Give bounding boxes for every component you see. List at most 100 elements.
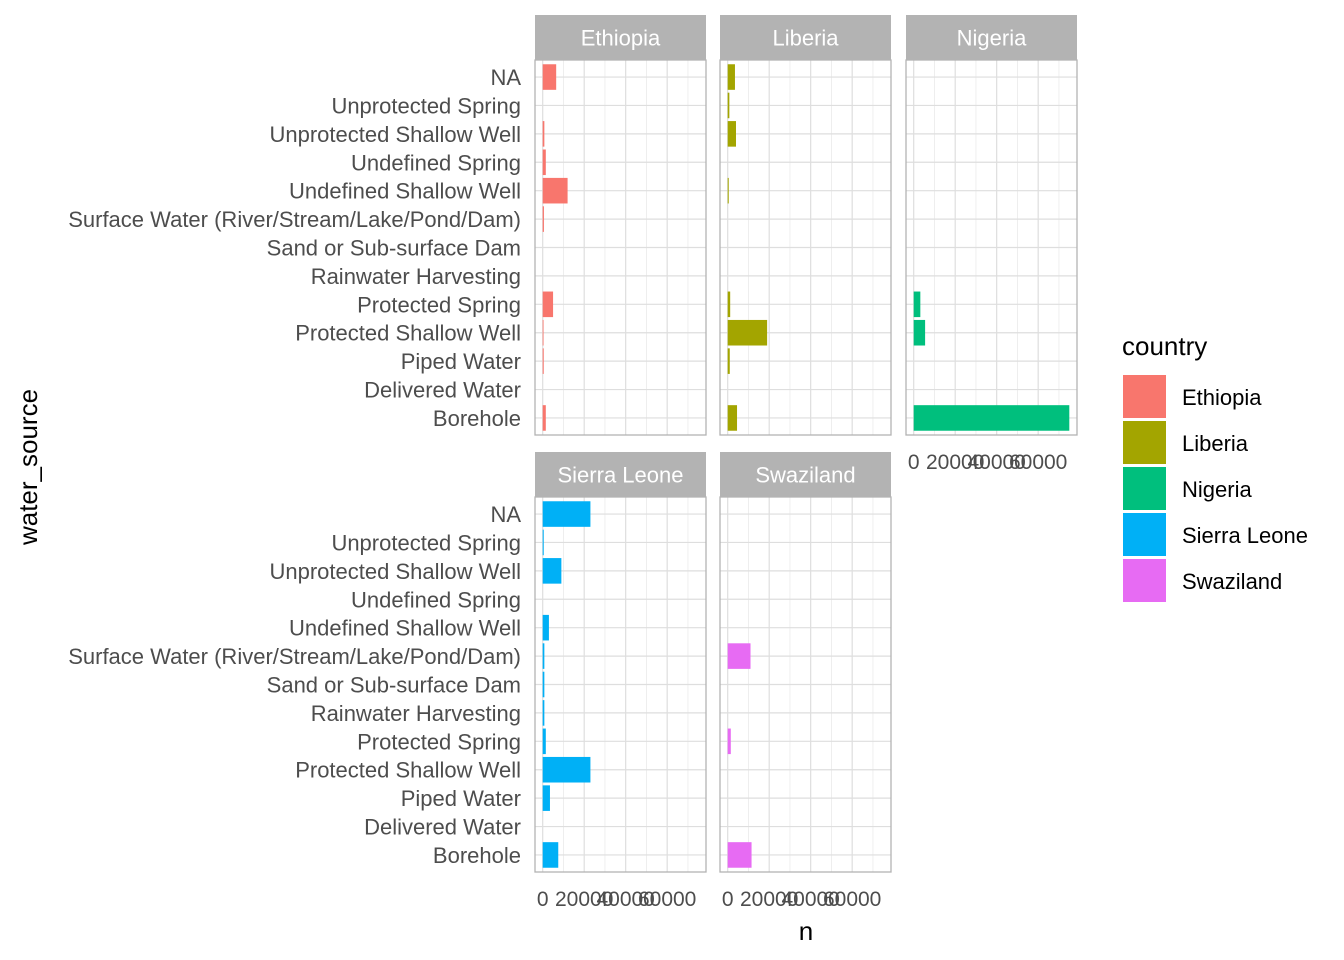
y-tick-label: Unprotected Shallow Well [270,559,522,584]
facet-panels: Ethiopia Borehole Delivered Water Piped Wat… [68,15,1078,911]
panel-border [719,496,892,873]
bar-sierra-leone-unprotected-shallow-well [542,558,562,584]
legend-title: country [1122,331,1207,361]
bar-ethiopia-protected-spring [542,291,554,318]
bar-ethiopia-borehole [542,405,546,431]
bar-sierra-leone-borehole [542,842,559,868]
bar-ethiopia-unprotected-shallow-well [542,121,545,147]
facet-ethiopia: Ethiopia Borehole Delivered Water Piped Wat… [68,15,707,436]
x-tick-label: 20000 [740,888,798,911]
bar-ethiopia-surface-water-river-stream-lake-pond-dam [542,206,544,232]
facet-liberia: Liberia [719,15,892,436]
bar-liberia-na [727,64,735,90]
legend-swatch-nigeria [1123,467,1166,510]
bar-ethiopia-undefined-shallow-well [542,177,568,204]
bar-sierra-leone-unprotected-spring [542,529,544,556]
y-tick-label: Protected Spring [357,729,521,754]
facet-strip-label: Sierra Leone [558,463,684,488]
bar-nigeria-protected-spring [913,291,921,318]
y-tick-label: Unprotected Shallow Well [270,122,522,147]
y-tick-label: Piped Water [401,349,521,374]
bar-liberia-unprotected-shallow-well [727,121,736,147]
y-tick-label: Unprotected Spring [331,93,521,118]
bar-sierra-leone-protected-shallow-well [542,756,591,783]
x-tick-label: 60000 [1009,451,1067,474]
facet-strip [535,452,706,497]
bar-sierra-leone-rainwater-harvesting [542,700,545,726]
facet-strip [535,15,706,60]
legend-swatch-swaziland [1123,559,1166,602]
legend-label-liberia: Liberia [1182,431,1249,456]
x-tick-label: 40000 [596,888,654,911]
y-tick-label: NA [490,65,521,90]
x-tick-label: 40000 [967,451,1025,474]
legend-swatch-liberia [1123,421,1166,464]
bar-liberia-borehole [727,405,738,431]
y-tick-label: Sand or Sub-surface Dam [267,673,521,698]
x-tick-label: 20000 [926,451,984,474]
y-tick-label: Sand or Sub-surface Dam [267,236,521,261]
bar-sierra-leone-piped-water [542,785,550,811]
bar-nigeria-protected-shallow-well [913,319,926,346]
x-tick-label: 20000 [555,888,613,911]
legend-label-ethiopia: Ethiopia [1182,385,1262,410]
bar-swaziland-surface-water-river-stream-lake-pond-dam [727,643,751,669]
bar-ethiopia-protected-shallow-well [542,319,544,346]
facet-sierra-leone: Sierra Leone Borehole Delivered Water Piped… [68,452,707,911]
y-tick-label: Delivered Water [364,378,521,403]
y-tick-label: Piped Water [401,786,521,811]
x-tick-label: 0 [537,888,549,911]
facet-strip-label: Liberia [772,26,839,51]
bar-sierra-leone-na [542,501,591,527]
legend-swatch-ethiopia [1123,375,1166,418]
bar-ethiopia-piped-water [542,348,544,374]
x-axis-title: n [799,916,813,946]
y-tick-label: Surface Water (River/Stream/Lake/Pond/Da… [68,644,521,669]
x-tick-label: 0 [722,888,734,911]
x-tick-label: 40000 [781,888,839,911]
y-tick-label: Borehole [433,843,521,868]
y-tick-label: Borehole [433,406,521,431]
panel-border [719,59,892,436]
legend-label-sierra-leone: Sierra Leone [1182,523,1308,548]
y-tick-label: Delivered Water [364,815,521,840]
bar-liberia-undefined-shallow-well [727,177,729,204]
y-tick-label: NA [490,502,521,527]
bar-nigeria-borehole [913,405,1070,431]
bar-liberia-unprotected-spring [727,92,730,119]
facet-strip-label: Ethiopia [581,26,661,51]
y-tick-label: Protected Shallow Well [295,321,521,346]
y-tick-label: Surface Water (River/Stream/Lake/Pond/Da… [68,207,521,232]
y-tick-label: Unprotected Spring [331,530,521,555]
y-tick-label: Protected Shallow Well [295,758,521,783]
bar-sierra-leone-undefined-shallow-well [542,614,549,641]
x-tick-label: 60000 [823,888,881,911]
facet-strip [906,15,1077,60]
y-tick-label: Rainwater Harvesting [311,701,521,726]
bar-liberia-piped-water [727,348,730,374]
y-tick-label: Undefined Shallow Well [289,616,521,641]
panel-border [905,59,1078,436]
x-tick-label: 60000 [638,888,696,911]
panel-border [534,496,707,873]
y-tick-label: Undefined Spring [351,587,521,612]
bar-sierra-leone-sand-or-sub-surface-dam [542,671,545,698]
bar-liberia-protected-shallow-well [727,319,768,346]
bar-sierra-leone-surface-water-river-stream-lake-pond-dam [542,643,545,669]
x-tick-label: 0 [908,451,920,474]
legend-label-nigeria: Nigeria [1182,477,1252,502]
legend-label-swaziland: Swaziland [1182,569,1282,594]
legend-swatch-sierra-leone [1123,513,1166,556]
facet-strip [720,452,891,497]
y-tick-label: Undefined Spring [351,150,521,175]
y-tick-label: Rainwater Harvesting [311,264,521,289]
bar-liberia-protected-spring [727,291,731,318]
y-axis-title: water_source [13,389,43,546]
y-tick-label: Protected Spring [357,292,521,317]
legend: country Ethiopia Liberia Nigeria Sierra Leo… [1122,331,1308,602]
bar-ethiopia-na [542,64,557,90]
bar-ethiopia-undefined-spring [542,149,546,176]
